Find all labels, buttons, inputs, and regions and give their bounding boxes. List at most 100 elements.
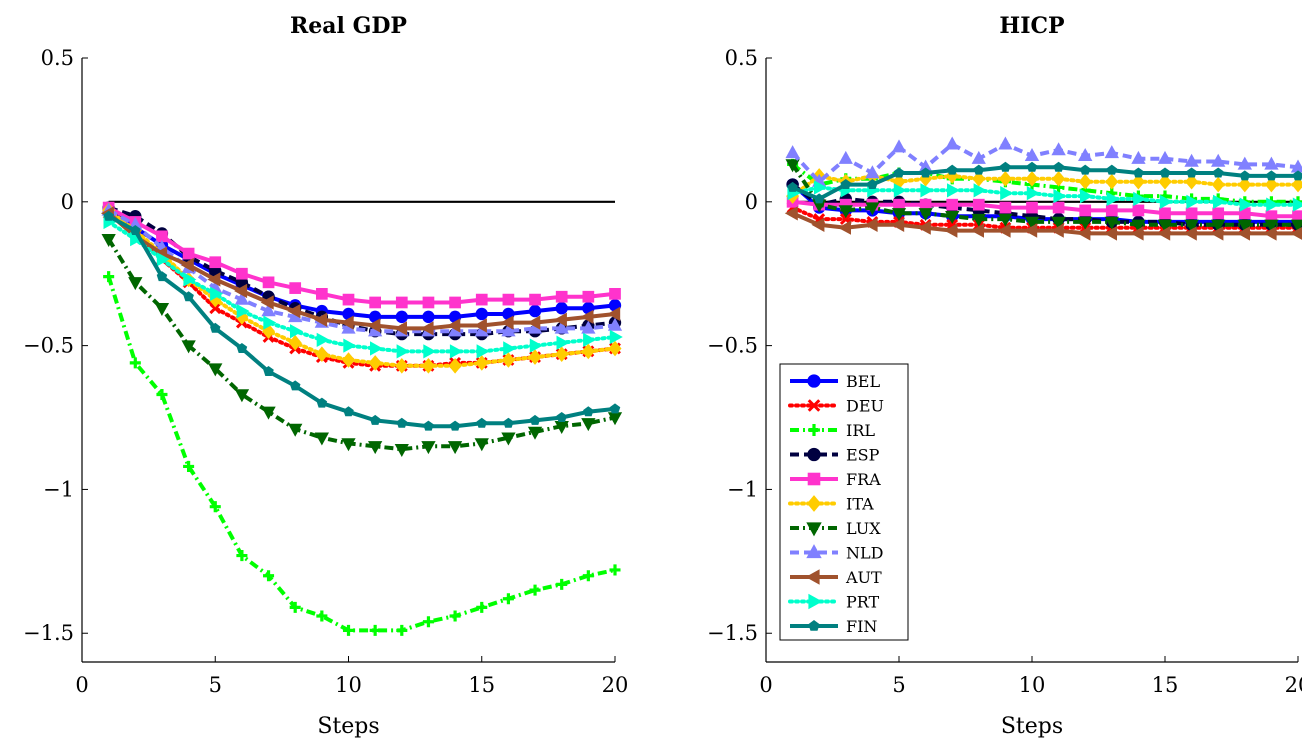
gdp-point-prt	[423, 344, 436, 358]
gdp-point-prt	[370, 341, 383, 355]
gdp-point-bel	[529, 305, 541, 317]
hicp-point-ita	[1212, 177, 1225, 193]
hicp-y-tick-label: −0.5	[707, 334, 758, 358]
hicp-point-fra	[1212, 207, 1224, 219]
gdp-point-prt	[557, 336, 570, 350]
gdp-point-prt	[343, 339, 356, 353]
legend-marker-fra	[808, 473, 821, 486]
gdp-point-fra	[476, 294, 488, 306]
gdp-point-fin	[423, 421, 434, 431]
gdp-point-fin	[583, 406, 594, 416]
hicp-point-nld	[892, 139, 906, 152]
gdp-point-irl	[450, 610, 461, 621]
gdp-point-bel	[556, 302, 568, 314]
hicp-point-prt	[947, 183, 960, 197]
gdp-x-tick-label: 10	[335, 673, 362, 697]
hicp-point-fin	[1000, 162, 1011, 172]
gdp-point-prt	[397, 344, 410, 358]
hicp-point-nld	[998, 137, 1012, 150]
legend-label-irl: IRL	[846, 421, 875, 440]
legend-label-bel: BEL	[846, 372, 880, 391]
gdp-point-irl	[503, 593, 514, 604]
hicp-point-nld	[786, 145, 800, 158]
hicp-x-axis-label: Steps	[1001, 714, 1063, 739]
hicp-point-fra	[1106, 205, 1118, 217]
legend-label-esp: ESP	[846, 446, 880, 465]
hicp-point-fra	[1079, 205, 1091, 217]
hicp-point-ita	[999, 171, 1012, 187]
gdp-point-fra	[263, 276, 275, 288]
hicp-y-tick-label: 0	[745, 190, 758, 214]
legend-label-lux: LUX	[846, 519, 881, 538]
hicp-point-fra	[973, 199, 985, 211]
gdp-point-fra	[209, 256, 221, 268]
gdp-point-fra	[183, 248, 195, 260]
hicp-series-fin	[787, 162, 1302, 204]
gdp-x-tick-label: 5	[209, 673, 222, 697]
gdp-point-irl	[103, 271, 114, 282]
hicp-y-tick-label: −1	[727, 477, 758, 501]
legend-marker-bel	[807, 374, 820, 387]
gdp-y-tick-label: 0.5	[41, 46, 74, 70]
gdp-point-fin	[397, 418, 408, 428]
legend-label-fin: FIN	[846, 617, 877, 636]
gdp-point-fra	[369, 297, 381, 309]
hicp-point-fin	[1213, 168, 1224, 178]
gdp-y-tick-label: −1	[43, 477, 74, 501]
gdp-point-lux	[475, 438, 489, 451]
gdp-point-bel	[396, 311, 408, 323]
hicp-point-fra	[1000, 202, 1012, 214]
hicp-point-fin	[1053, 162, 1064, 172]
hicp-point-fra	[1053, 202, 1065, 214]
hicp-point-fin	[947, 165, 958, 175]
legend-label-fra: FRA	[846, 470, 881, 489]
gdp-point-lux	[581, 418, 595, 431]
gdp-point-prt	[317, 333, 330, 347]
gdp-point-lux	[315, 433, 329, 446]
gdp-point-fra	[503, 294, 515, 306]
hicp-x-tick-label: 20	[1285, 673, 1302, 697]
gdp-point-prt	[610, 330, 623, 344]
gdp-point-bel	[476, 308, 488, 320]
gdp-x-tick-label: 0	[75, 673, 88, 697]
gdp-y-tick-label: −1.5	[23, 621, 74, 645]
legend-label-ita: ITA	[846, 495, 874, 514]
gdp-point-fra	[529, 294, 541, 306]
hicp-point-prt	[974, 183, 987, 197]
gdp-point-fin	[503, 418, 514, 428]
hicp-point-ita	[1105, 174, 1118, 190]
gdp-point-prt	[583, 333, 596, 347]
gdp-point-prt	[290, 324, 303, 338]
gdp-point-fra	[289, 282, 301, 294]
gdp-chart-title: Real GDP	[290, 13, 407, 39]
hicp-point-fin	[1133, 168, 1144, 178]
gdp-point-fra	[556, 291, 568, 303]
legend-marker-esp	[807, 448, 820, 461]
gdp-point-fra	[423, 297, 435, 309]
hicp-point-fin	[1080, 165, 1091, 175]
gdp-point-fra	[583, 291, 595, 303]
hicp-point-fin	[1266, 170, 1277, 180]
gdp-point-irl	[609, 564, 620, 575]
hicp-y-tick-label: 0.5	[725, 46, 758, 70]
hicp-point-ita	[1079, 174, 1092, 190]
hicp-panel: HICP0.50−0.5−1−1.505101520StepsBELDEUIRL…	[707, 13, 1302, 739]
gdp-point-irl	[263, 570, 274, 581]
gdp-point-irl	[530, 585, 541, 596]
hicp-point-fin	[974, 165, 985, 175]
legend-label-aut: AUT	[845, 568, 882, 587]
hicp-point-ita	[1052, 171, 1065, 187]
gdp-point-fin	[477, 418, 488, 428]
gdp-point-fin	[610, 403, 621, 413]
hicp-x-tick-label: 5	[892, 673, 905, 697]
hicp-point-fin	[1027, 162, 1038, 172]
gdp-y-tick-label: 0	[61, 190, 74, 214]
hicp-y-tick-label: −1.5	[707, 621, 758, 645]
gdp-point-fin	[450, 421, 461, 431]
gdp-point-fra	[449, 297, 461, 309]
hicp-point-fra	[1133, 205, 1145, 217]
